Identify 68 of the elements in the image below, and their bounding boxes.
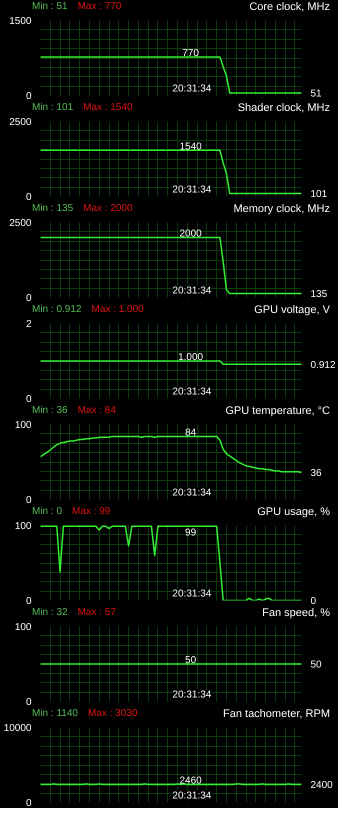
y-tick-label: 0 <box>26 495 32 506</box>
text: Max : 3030 <box>88 708 138 719</box>
y-tick-label: 0 <box>26 394 32 405</box>
text: 0 <box>310 596 316 607</box>
text: 50 <box>310 660 322 670</box>
annotation: 20:31:34 <box>172 84 212 94</box>
y-tick-label: 0 <box>26 192 32 203</box>
annotation: 1540 <box>179 141 202 152</box>
text: Min : 51 <box>32 1 68 12</box>
chart-title: Shader clock, MHz <box>238 101 330 115</box>
text: 101 <box>310 188 328 200</box>
annotation: 1.000 <box>178 352 204 363</box>
annotation: 20:31:34 <box>172 386 212 398</box>
text: 0.912 <box>310 360 336 371</box>
annotation: 20:31:34 <box>172 184 212 196</box>
y-tick-label: 2500 <box>9 117 32 128</box>
text: Max : 99 <box>72 506 110 517</box>
y-tick-label: 100 <box>14 420 32 431</box>
text: Max : 1.000 <box>91 304 144 315</box>
y-tick-label: 2 <box>26 319 32 330</box>
text: 2400 <box>310 780 334 791</box>
annotation: 20:31:34 <box>172 286 212 296</box>
chart-title: Fan tachometer, RPM <box>223 707 330 721</box>
y-tick-label: 0 <box>26 798 32 809</box>
y-tick-label: 0 <box>26 596 32 607</box>
text: Min : 0 <box>32 506 62 517</box>
text: Min : 32 <box>32 607 68 618</box>
line-series <box>40 526 302 600</box>
annotation: 2000 <box>179 228 202 240</box>
chart-title: GPU usage, % <box>257 505 330 519</box>
y-tick-label: 10000 <box>4 723 32 734</box>
y-tick-label: 100 <box>14 521 32 532</box>
annotation: 20:31:34 <box>172 488 212 498</box>
text: Max : 1540 <box>83 102 133 113</box>
y-tick-label: 1500 <box>9 16 32 27</box>
text: 135 <box>310 288 328 300</box>
chart-title: GPU voltage, V <box>254 303 330 317</box>
annotation: 50 <box>185 655 197 666</box>
text: Max : 2000 <box>83 203 133 214</box>
text: 36 <box>310 468 322 479</box>
annotation: 20:31:34 <box>172 588 212 600</box>
annotation: 20:31:34 <box>172 690 212 700</box>
y-tick-label: 100 <box>14 622 32 633</box>
line-series <box>40 436 302 474</box>
y-tick-label: 0 <box>26 91 32 102</box>
line-series <box>40 236 302 294</box>
annotation: 20:31:34 <box>172 790 212 802</box>
annotation: 770 <box>182 48 200 59</box>
annotation: 84 <box>185 428 197 438</box>
chart-title: Fan speed, % <box>262 606 330 620</box>
text: Min : 1140 <box>32 708 78 719</box>
text: Min : 36 <box>32 405 68 416</box>
text: Max : 57 <box>78 607 116 618</box>
text: Min : 0.912 <box>32 304 82 315</box>
line-series <box>40 56 302 94</box>
annotation: 99 <box>185 527 197 538</box>
y-tick-label: 0 <box>26 697 32 708</box>
chart-title: GPU temperature, °C <box>225 404 330 418</box>
text: 51 <box>310 88 322 100</box>
text: Max : 84 <box>78 405 116 416</box>
text: Max : 770 <box>78 1 122 12</box>
y-tick-label: 2500 <box>9 218 32 229</box>
y-tick-label: 0 <box>26 293 32 304</box>
text: Min : 135 <box>32 203 74 214</box>
text: Min : 101 <box>32 102 74 113</box>
chart-title: Memory clock, MHz <box>233 202 330 216</box>
line-series <box>40 150 302 194</box>
chart-title: Core clock, MHz <box>249 0 330 14</box>
